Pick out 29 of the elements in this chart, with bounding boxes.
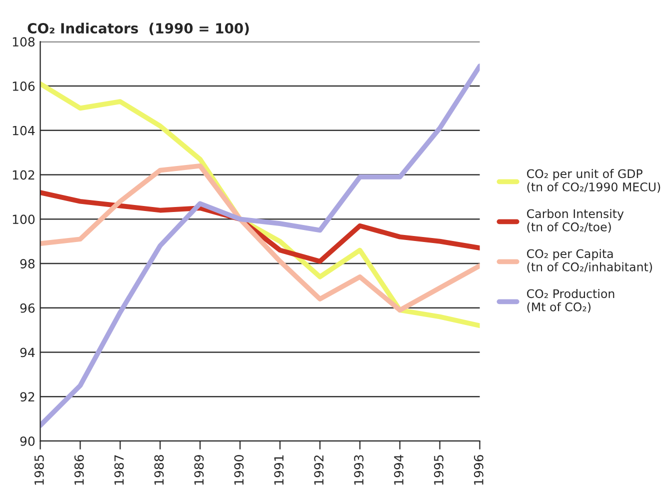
x-tick-label: 1986 — [74, 454, 84, 485]
chart-title: CO₂ Indicators (1990 = 100) — [28, 22, 249, 36]
y-tick-label: 92 — [20, 392, 34, 402]
x-tick-label: 1987 — [114, 455, 124, 485]
y-tick-label: 106 — [12, 81, 35, 91]
x-tick-label: 1988 — [154, 455, 164, 485]
x-tick-label: 1994 — [394, 454, 404, 485]
y-tick-label: 96 — [20, 303, 35, 313]
x-tick-label: 1995 — [434, 455, 444, 485]
x-tick-label: 1993 — [354, 455, 364, 485]
x-tick-label: 1991 — [274, 455, 284, 485]
y-tick-label: 90 — [20, 436, 35, 446]
legend-label: CO₂ per unit of GDP (tn of CO₂/1990 MECU) — [526, 169, 660, 193]
x-tick-label: 1992 — [314, 455, 324, 485]
y-tick-label: 100 — [12, 214, 35, 224]
legend-label: CO₂ Production (Mt of CO₂) — [526, 288, 614, 313]
x-tick-label: 1996 — [474, 454, 484, 485]
legend-label: CO₂ per Capita (tn of CO₂/inhabitant) — [526, 249, 652, 273]
legend-label: Carbon Intensity (tn of CO₂/toe) — [526, 209, 624, 233]
y-tick-label: 94 — [20, 348, 35, 358]
x-tick-label: 1990 — [234, 455, 244, 485]
y-tick-label: 98 — [20, 258, 35, 268]
y-tick-label: 102 — [12, 170, 34, 180]
x-tick-label: 1985 — [34, 455, 44, 485]
x-tick-label: 1989 — [194, 455, 204, 485]
line-series — [40, 163, 480, 313]
line-series — [40, 64, 480, 428]
y-tick-label: 104 — [12, 126, 35, 136]
y-tick-label: 108 — [12, 37, 35, 47]
